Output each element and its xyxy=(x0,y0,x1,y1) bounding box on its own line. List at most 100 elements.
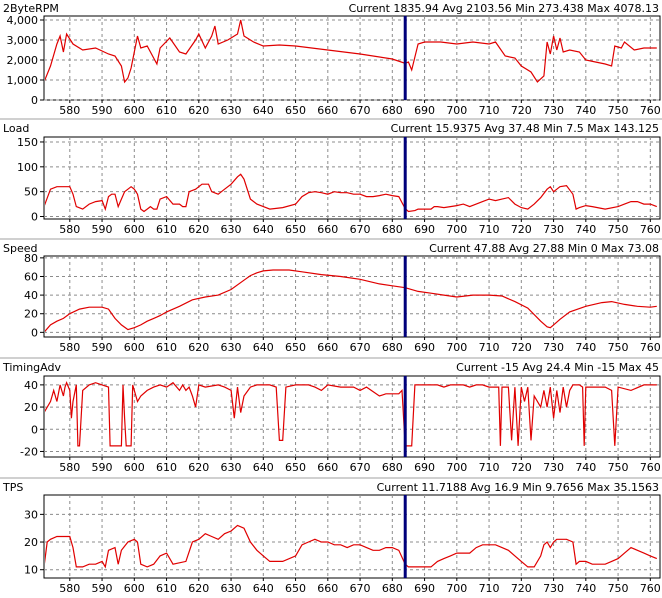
x-tick-label: 600 xyxy=(124,461,145,474)
x-tick-label: 680 xyxy=(382,223,403,236)
x-tick-label: 620 xyxy=(188,461,209,474)
x-tick-label: 590 xyxy=(92,461,113,474)
chart-stats: Current 1835.94 Avg 2103.56 Min 273.438 … xyxy=(349,2,659,15)
chart-title: TPS xyxy=(2,481,23,494)
x-tick-label: 620 xyxy=(188,341,209,354)
y-tick-label: 50 xyxy=(24,186,38,199)
x-tick-label: 600 xyxy=(124,582,145,595)
x-tick-label: 710 xyxy=(479,582,500,595)
x-tick-label: 750 xyxy=(608,223,629,236)
x-tick-label: 690 xyxy=(414,104,435,117)
x-tick-label: 610 xyxy=(156,341,177,354)
x-tick-label: 650 xyxy=(285,223,306,236)
x-tick-label: 640 xyxy=(253,582,274,595)
y-tick-label: -20 xyxy=(20,445,38,458)
x-tick-label: 730 xyxy=(543,223,564,236)
x-tick-label: 710 xyxy=(479,104,500,117)
x-tick-label: 670 xyxy=(350,582,371,595)
x-tick-label: 610 xyxy=(156,223,177,236)
y-tick-label: 100 xyxy=(17,161,38,174)
x-tick-label: 580 xyxy=(59,341,80,354)
y-tick-label: 40 xyxy=(24,289,38,302)
x-tick-label: 760 xyxy=(640,582,661,595)
plot-area[interactable] xyxy=(43,375,661,458)
x-tick-label: 650 xyxy=(285,341,306,354)
plot-area[interactable] xyxy=(43,136,661,220)
x-tick-label: 710 xyxy=(479,223,500,236)
chart-panel-5: 10 20 30 580 590 600 610 620 630 640 650 660 670 680 6… xyxy=(0,477,662,595)
x-tick-label: 750 xyxy=(608,104,629,117)
x-tick-label: 730 xyxy=(543,582,564,595)
x-tick-label: 700 xyxy=(446,223,467,236)
chart-panel-1: 0 1,000 2,000 3,000 4,000 580 590 600 610 620 630 6… xyxy=(3,2,661,117)
chart-stats: Current 47.88 Avg 27.88 Min 0 Max 73.08 xyxy=(429,242,659,255)
chart-title: 2ByteRPM xyxy=(3,2,59,15)
x-tick-label: 700 xyxy=(446,461,467,474)
y-tick-label: 0 xyxy=(31,94,38,107)
y-tick-label: 4,000 xyxy=(7,14,39,27)
x-tick-label: 750 xyxy=(608,582,629,595)
x-tick-label: 760 xyxy=(640,223,661,236)
x-tick-label: 640 xyxy=(253,104,274,117)
x-tick-label: 660 xyxy=(317,223,338,236)
x-tick-label: 690 xyxy=(414,461,435,474)
x-tick-label: 740 xyxy=(575,582,596,595)
y-tick-label: 0 xyxy=(31,211,38,224)
x-tick-label: 590 xyxy=(92,223,113,236)
chart-title: Load xyxy=(3,122,29,135)
x-tick-label: 700 xyxy=(446,582,467,595)
x-tick-label: 580 xyxy=(59,223,80,236)
x-tick-label: 630 xyxy=(221,582,242,595)
x-tick-label: 660 xyxy=(317,104,338,117)
plot-area[interactable] xyxy=(43,15,661,101)
chart-stats: Current 11.7188 Avg 16.9 Min 9.7656 Max … xyxy=(377,481,659,494)
x-tick-label: 740 xyxy=(575,223,596,236)
x-tick-label: 630 xyxy=(221,341,242,354)
x-tick-label: 650 xyxy=(285,582,306,595)
x-tick-label: 690 xyxy=(414,223,435,236)
x-tick-label: 650 xyxy=(285,104,306,117)
plot-area[interactable] xyxy=(43,494,661,579)
x-tick-label: 680 xyxy=(382,582,403,595)
x-tick-label: 620 xyxy=(188,582,209,595)
chart-panel-4: -20 0 20 40 580 590 600 610 620 630 640 650 660 670 68… xyxy=(0,357,662,474)
x-tick-label: 680 xyxy=(382,104,403,117)
x-tick-label: 690 xyxy=(414,582,435,595)
x-tick-label: 630 xyxy=(221,461,242,474)
x-tick-label: 730 xyxy=(543,104,564,117)
x-tick-label: 740 xyxy=(575,104,596,117)
plot-area[interactable] xyxy=(43,255,661,338)
y-tick-label: 20 xyxy=(24,401,38,414)
x-tick-label: 660 xyxy=(317,582,338,595)
x-tick-label: 600 xyxy=(124,223,145,236)
x-tick-label: 740 xyxy=(575,461,596,474)
y-tick-label: 0 xyxy=(31,423,38,436)
x-tick-label: 710 xyxy=(479,461,500,474)
y-tick-label: 150 xyxy=(17,136,38,149)
series-line xyxy=(45,269,657,333)
x-tick-label: 620 xyxy=(188,223,209,236)
x-tick-label: 760 xyxy=(640,341,661,354)
x-tick-label: 610 xyxy=(156,582,177,595)
x-tick-label: 580 xyxy=(59,461,80,474)
y-tick-label: 3,000 xyxy=(7,34,39,47)
chart-panel-3: 0 20 40 60 80 580 590 600 610 620 630 640 650 660 670 6… xyxy=(0,238,662,354)
y-tick-label: 80 xyxy=(24,252,38,265)
x-tick-label: 580 xyxy=(59,104,80,117)
x-tick-label: 730 xyxy=(543,461,564,474)
x-tick-label: 700 xyxy=(446,341,467,354)
x-tick-label: 760 xyxy=(640,461,661,474)
x-tick-label: 590 xyxy=(92,341,113,354)
x-tick-label: 670 xyxy=(350,223,371,236)
y-tick-label: 20 xyxy=(24,308,38,321)
x-tick-label: 640 xyxy=(253,341,274,354)
x-tick-label: 720 xyxy=(511,341,532,354)
x-tick-label: 750 xyxy=(608,341,629,354)
x-tick-label: 590 xyxy=(92,104,113,117)
x-tick-label: 630 xyxy=(221,104,242,117)
series-line xyxy=(45,19,657,84)
y-tick-label: 30 xyxy=(24,508,38,521)
x-tick-label: 680 xyxy=(382,461,403,474)
x-tick-label: 660 xyxy=(317,461,338,474)
x-tick-label: 670 xyxy=(350,341,371,354)
